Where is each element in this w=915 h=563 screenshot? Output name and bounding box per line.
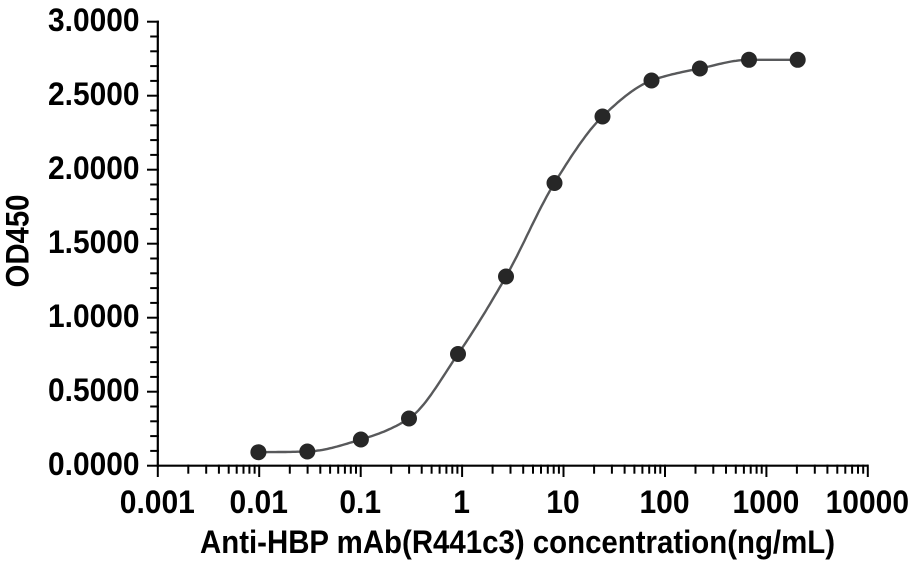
svg-text:2.0000: 2.0000: [48, 150, 140, 186]
svg-text:1.5000: 1.5000: [48, 224, 140, 260]
svg-text:1: 1: [453, 484, 470, 520]
svg-text:0.5000: 0.5000: [48, 372, 140, 408]
svg-text:0.1: 0.1: [339, 484, 381, 520]
svg-text:0.01: 0.01: [230, 484, 288, 520]
svg-text:1000: 1000: [733, 484, 800, 520]
svg-text:0.0000: 0.0000: [48, 446, 140, 482]
svg-text:Anti-HBP mAb(R441c3) concentra: Anti-HBP mAb(R441c3) concentration(ng/mL…: [200, 524, 835, 560]
svg-text:1.0000: 1.0000: [48, 298, 140, 334]
svg-text:2.5000: 2.5000: [48, 76, 140, 112]
svg-text:100: 100: [639, 484, 689, 520]
svg-text:3.0000: 3.0000: [48, 2, 140, 38]
svg-text:0.001: 0.001: [120, 484, 195, 520]
svg-text:10: 10: [546, 484, 579, 520]
svg-text:OD450: OD450: [0, 195, 36, 288]
svg-text:10000: 10000: [826, 484, 909, 520]
